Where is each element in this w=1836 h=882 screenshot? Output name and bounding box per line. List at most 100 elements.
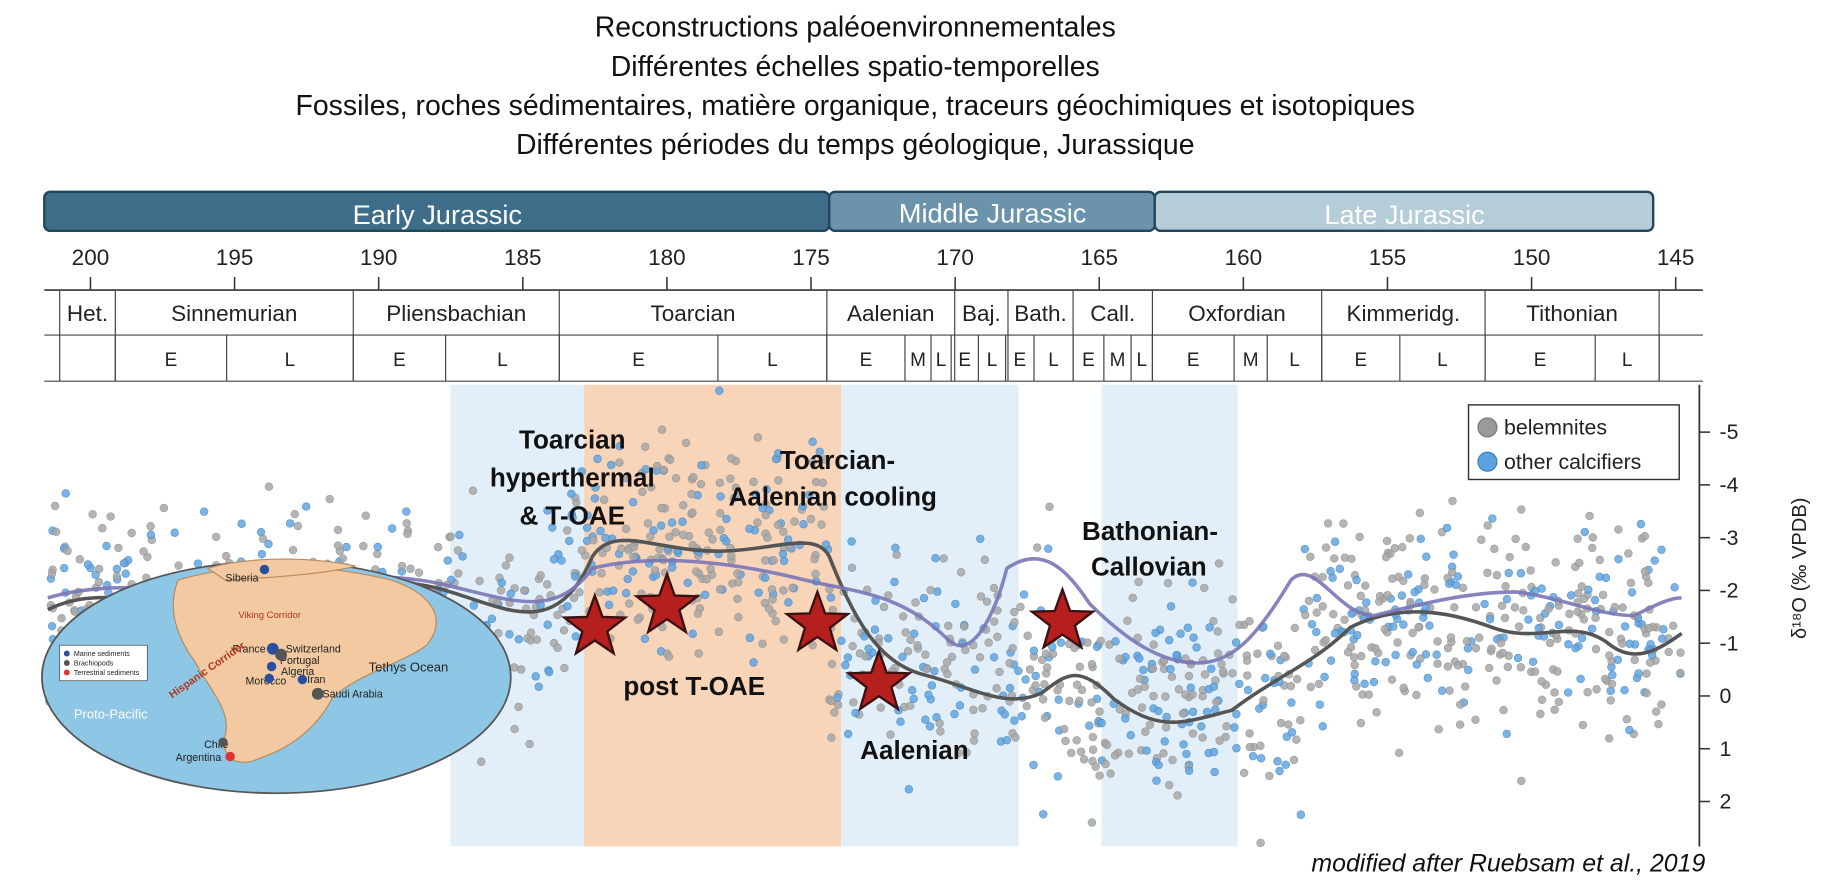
scatter-dot-decor [984, 638, 993, 647]
scatter-dot-decor [819, 502, 828, 511]
substage-label: M [910, 350, 926, 371]
scatter-dot-decor [443, 556, 452, 565]
scatter-dot-decor [1061, 736, 1070, 746]
scatter-dot-decor [1139, 665, 1148, 675]
y-tick-label: -4 [1719, 473, 1738, 497]
map-site [218, 737, 228, 748]
substage-label: E [958, 350, 971, 371]
scatter-dot-decor [571, 632, 581, 641]
annotation: post T-OAE [623, 671, 765, 701]
substage-label: L [987, 350, 998, 371]
scatter-dot-decor [1381, 657, 1390, 667]
scatter-dot-decor [727, 454, 736, 463]
scatter-dot-decor [1124, 749, 1134, 758]
scatter-dot-decor [1657, 700, 1666, 709]
scatter-dot-decor [970, 729, 979, 738]
scatter-dot-decor [1039, 810, 1048, 819]
scatter-dot-decor [833, 700, 843, 710]
scatter-dot-decor [1151, 628, 1160, 638]
scatter-dot-decor [638, 487, 647, 497]
scatter-dot-decor [1497, 601, 1507, 611]
scatter-dot-decor [1188, 729, 1198, 738]
scatter-dot-decor [1485, 615, 1495, 624]
scatter-dot-decor [1387, 675, 1397, 684]
scatter-dot-decor [1352, 682, 1361, 691]
scatter-dot-decor [1072, 680, 1082, 689]
scatter-dot-decor [1371, 657, 1380, 666]
scatter-dot-decor [1235, 620, 1244, 630]
scatter-dot-decor [1618, 603, 1627, 612]
scatter-dot-decor [729, 493, 738, 503]
annotation: Toarcian- [780, 445, 895, 475]
map-label: Switzerland [286, 643, 341, 655]
scatter-dot-decor [1463, 644, 1473, 653]
scatter-dot-decor [264, 539, 273, 549]
scatter-dot-decor [1394, 572, 1403, 581]
scatter-dot-decor [1154, 760, 1163, 770]
scatter-dot-decor [1607, 679, 1617, 689]
scatter-dot-decor [1048, 642, 1057, 652]
scatter-dot-decor [608, 586, 618, 595]
scatter-dot-decor [1471, 643, 1481, 653]
scatter-dot-decor [1375, 597, 1384, 606]
scatter-dot-decor [1389, 622, 1398, 631]
scatter-dot-decor [257, 549, 267, 559]
scatter-dot-decor [88, 510, 97, 519]
scatter-dot-decor [325, 494, 334, 504]
scatter-dot-decor [954, 748, 964, 758]
scatter-dot-decor [1534, 623, 1543, 633]
scatter-dot-decor [1330, 554, 1339, 563]
scatter-dot-decor [919, 593, 929, 603]
scatter-dot-decor [657, 503, 666, 513]
epoch-bar: Early Jurassic Middle Jurassic Late Jura… [43, 190, 1655, 233]
scatter-dot-decor [1416, 534, 1426, 543]
scatter-dot-decor [1148, 664, 1158, 673]
scatter-dot-decor [121, 569, 130, 578]
scatter-dot-decor [1002, 735, 1012, 745]
scatter-dot-decor [1412, 660, 1421, 669]
map-label: Algeria [281, 666, 314, 678]
scatter-dot-decor [1391, 650, 1400, 660]
scatter-dot-decor [1184, 671, 1194, 681]
scatter-dot-decor [568, 513, 577, 522]
scatter-dot-decor [536, 571, 545, 580]
epoch-label: Early Jurassic [353, 199, 522, 230]
scatter-dot-decor [1576, 674, 1585, 684]
scatter-dot-decor [1500, 613, 1510, 623]
scatter-dot-decor [1537, 695, 1547, 705]
scatter-dot-decor [596, 526, 605, 536]
substage-label: E [860, 350, 873, 371]
map-label: Proto-Pacific [74, 707, 148, 722]
scatter-dot-decor [1066, 748, 1076, 758]
trend-curve [47, 556, 1682, 665]
scatter-dot-decor [975, 653, 985, 662]
scatter-dot-decor [806, 514, 816, 524]
scatter-dot-decor [526, 628, 536, 637]
scatter-dot-decor [563, 526, 572, 535]
scatter-dot-decor [1504, 568, 1513, 578]
scatter-dot-decor [715, 478, 725, 487]
y-tick-label: -1 [1719, 631, 1738, 655]
scatter-dot-decor [1154, 706, 1163, 716]
scatter-dot-decor [1526, 566, 1535, 575]
scatter-dot-decor [1159, 749, 1168, 758]
scatter-dot-decor [373, 542, 382, 552]
scatter-dot-decor [170, 528, 179, 537]
scatter-dot-decor [1200, 670, 1210, 679]
scatter-dot-decor [1281, 760, 1290, 769]
scatter-dot-decor [716, 525, 725, 535]
scatter-dot-decor [1279, 651, 1289, 661]
age-tick-label: 170 [936, 245, 974, 270]
map-site [275, 648, 287, 661]
scatter-dot-decor [811, 569, 820, 579]
scatter-dot-decor [1115, 654, 1124, 663]
scatter-dot-decor [1624, 549, 1633, 558]
scatter-dot-decor [1286, 681, 1296, 691]
scatter-dot-decor [139, 547, 148, 556]
scatter-dot-decor [1121, 714, 1130, 723]
scatter-dot-decor [1646, 658, 1655, 667]
scatter-dot-decor [47, 621, 57, 631]
age-tick-label: 185 [504, 245, 542, 270]
scatter-dot-decor [1352, 575, 1361, 585]
